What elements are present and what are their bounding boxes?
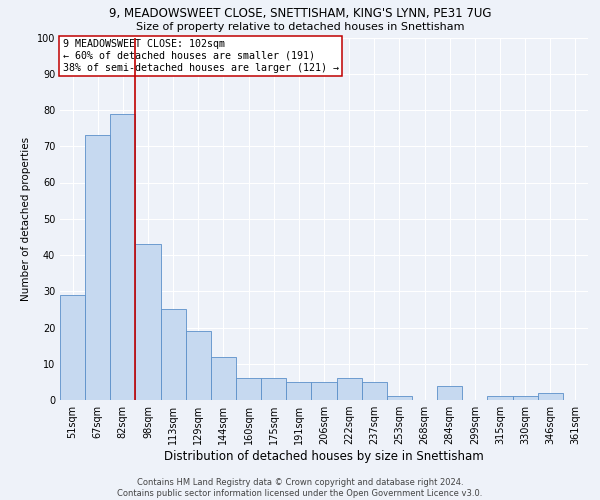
Bar xyxy=(85,136,110,400)
Text: 9 MEADOWSWEET CLOSE: 102sqm
← 60% of detached houses are smaller (191)
38% of se: 9 MEADOWSWEET CLOSE: 102sqm ← 60% of det… xyxy=(62,40,338,72)
Bar xyxy=(512,396,538,400)
Bar xyxy=(362,382,387,400)
Bar xyxy=(261,378,286,400)
Bar xyxy=(60,295,85,400)
Bar xyxy=(211,356,236,400)
Text: Contains HM Land Registry data © Crown copyright and database right 2024.
Contai: Contains HM Land Registry data © Crown c… xyxy=(118,478,482,498)
Bar xyxy=(186,331,211,400)
Bar xyxy=(337,378,362,400)
Bar xyxy=(387,396,412,400)
Text: Size of property relative to detached houses in Snettisham: Size of property relative to detached ho… xyxy=(136,22,464,32)
Y-axis label: Number of detached properties: Number of detached properties xyxy=(21,136,31,301)
Bar xyxy=(110,114,136,400)
Bar xyxy=(286,382,311,400)
Bar xyxy=(136,244,161,400)
Text: 9, MEADOWSWEET CLOSE, SNETTISHAM, KING'S LYNN, PE31 7UG: 9, MEADOWSWEET CLOSE, SNETTISHAM, KING'S… xyxy=(109,8,491,20)
Bar xyxy=(538,393,563,400)
Bar xyxy=(487,396,512,400)
Bar xyxy=(236,378,261,400)
X-axis label: Distribution of detached houses by size in Snettisham: Distribution of detached houses by size … xyxy=(164,450,484,463)
Bar xyxy=(161,310,186,400)
Bar xyxy=(311,382,337,400)
Bar xyxy=(437,386,462,400)
